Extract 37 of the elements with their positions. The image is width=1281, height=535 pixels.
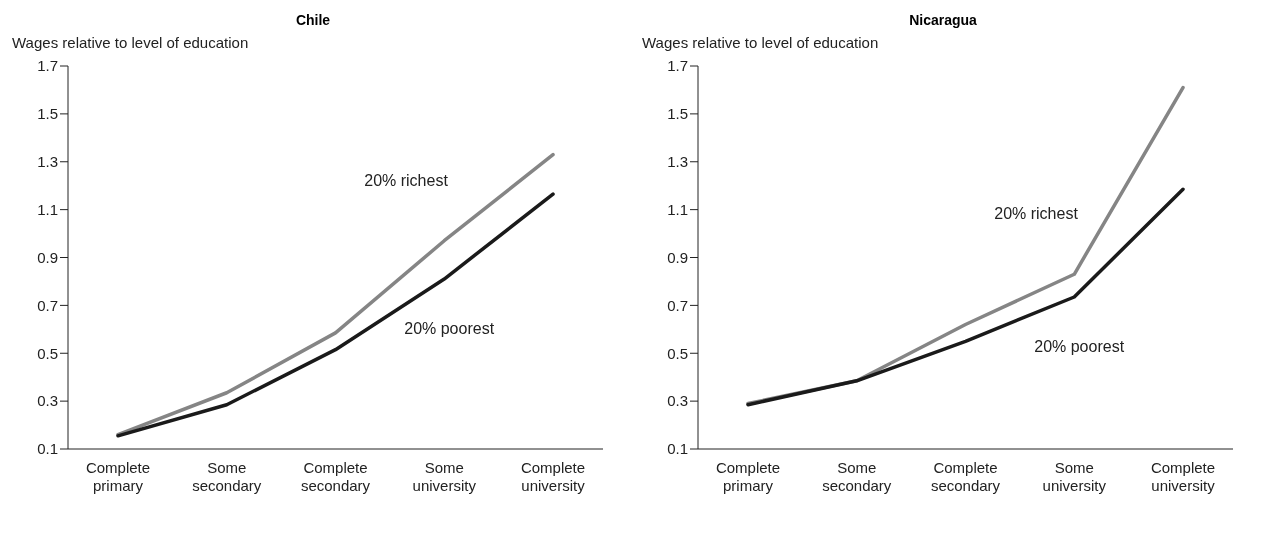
y-tick-label: 0.7 <box>667 296 688 314</box>
y-tick-label: 0.3 <box>37 392 58 410</box>
y-tick-label: 0.1 <box>667 440 688 458</box>
y-tick-label: 0.1 <box>37 440 58 458</box>
y-tick-label: 1.3 <box>667 153 688 171</box>
y-tick-label: 1.7 <box>667 57 688 75</box>
y-tick-label: 0.7 <box>37 296 58 314</box>
series-label: 20% richest <box>994 205 1079 223</box>
y-axis-title: Wages relative to level of education <box>642 34 880 53</box>
y-tick-label: 1.1 <box>37 200 58 218</box>
y-tick-label: 0.3 <box>667 392 688 410</box>
y-tick-label: 0.9 <box>37 248 58 266</box>
x-tick-label: Complete university <box>520 459 586 494</box>
y-tick-label: 1.5 <box>37 105 58 123</box>
y-tick-label: 0.9 <box>667 248 688 266</box>
line-series <box>746 187 1185 407</box>
y-tick-label: 1.3 <box>37 153 58 171</box>
series-label: 20% poorest <box>404 320 495 338</box>
x-tick-label: Complete primary <box>715 459 781 494</box>
y-tick-label: 0.5 <box>37 344 58 362</box>
x-tick-label: Some secondary <box>192 459 262 494</box>
x-tick-label: Complete secondary <box>930 459 1001 494</box>
series-label: 20% poorest <box>1034 338 1125 355</box>
x-tick-label: Complete university <box>1150 459 1216 494</box>
x-tick-label: Some university <box>412 459 477 494</box>
y-tick-label: 0.5 <box>667 344 688 362</box>
chart-title: Nicaragua <box>908 11 978 30</box>
y-axis-title: Wages relative to level of education <box>12 34 250 53</box>
y-tick-label: 1.1 <box>667 200 688 218</box>
x-tick-label: Complete primary <box>85 459 151 494</box>
x-tick-label: Complete secondary <box>300 459 371 494</box>
chart-title: Chile <box>294 11 332 30</box>
y-tick-label: 1.5 <box>667 105 688 123</box>
y-tick-label: 1.7 <box>37 57 58 75</box>
x-tick-label: Some secondary <box>822 459 892 494</box>
text: 20% richest <box>364 171 449 189</box>
x-tick-label: Some university <box>1042 459 1107 494</box>
